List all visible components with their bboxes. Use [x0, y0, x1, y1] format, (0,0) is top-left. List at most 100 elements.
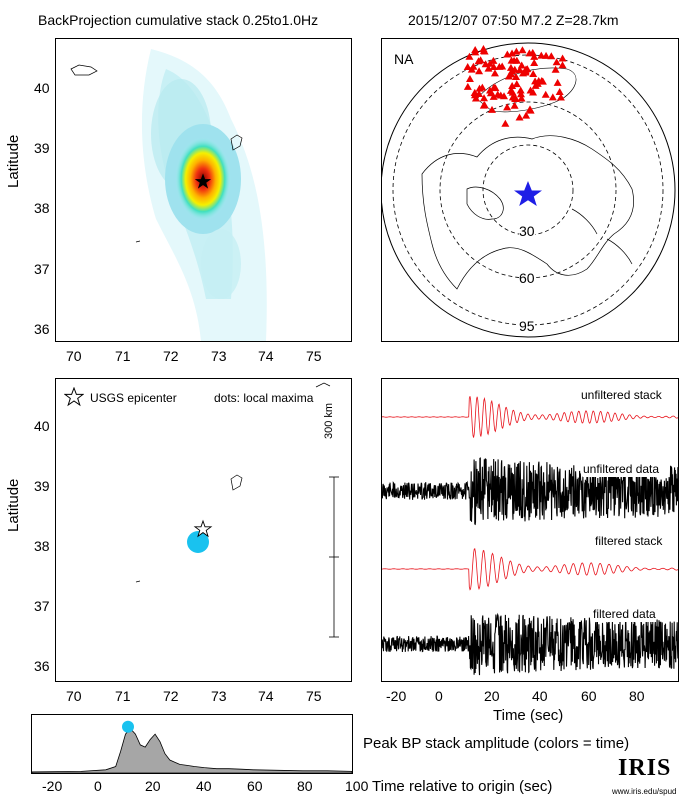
continent-outline-3 — [571, 208, 633, 265]
amplitude-maximum-dot — [122, 720, 134, 733]
station-triangle — [541, 90, 550, 98]
station-triangle — [518, 46, 527, 54]
station-triangle — [510, 56, 519, 64]
station-triangle — [471, 94, 480, 102]
station-triangle — [463, 82, 472, 90]
legend-epicenter-label: USGS epicenter — [90, 391, 177, 405]
ring-label-95: 95 — [519, 318, 535, 334]
station-triangle — [489, 92, 498, 100]
trace-label-unfiltered-stack: unfiltered stack — [581, 388, 662, 402]
station-triangle — [490, 83, 499, 91]
bot-lat-tick-1: 37 — [34, 598, 50, 614]
station-triangle — [530, 52, 539, 60]
seismogram-panel: unfiltered stack unfiltered data filtere… — [381, 378, 679, 682]
trace-x-tick-2: 20 — [484, 688, 500, 704]
station-triangle — [469, 62, 478, 70]
globe-outline — [382, 42, 676, 338]
epicenter-star-marker — [193, 519, 213, 538]
station-triangle — [495, 62, 504, 70]
station-triangle — [510, 65, 519, 73]
station-triangle — [493, 90, 502, 98]
strip-x-tick-1: 0 — [94, 778, 102, 794]
station-triangle — [503, 50, 512, 58]
station-triangle — [508, 49, 517, 57]
station-triangle — [512, 73, 521, 81]
top-lon-tick-0: 70 — [66, 348, 82, 364]
station-triangle — [530, 59, 539, 67]
station-triangle — [506, 63, 515, 71]
station-triangle — [476, 56, 485, 64]
epicenter-star-marker — [194, 173, 212, 189]
ring-label-60: 60 — [519, 270, 535, 286]
data-trace — [382, 612, 678, 676]
station-triangle — [526, 86, 535, 94]
station-triangle — [511, 95, 520, 103]
backprojection-heatmap-panel — [55, 38, 352, 342]
trace-label-unfiltered-data: unfiltered data — [583, 461, 660, 477]
station-triangle — [500, 92, 509, 100]
trace-label-filtered-data: filtered data — [593, 606, 656, 622]
station-triangle — [471, 48, 480, 56]
top-lon-tick-2: 72 — [163, 348, 179, 364]
station-triangle — [489, 62, 498, 70]
station-triangle — [489, 56, 498, 64]
heatmap-low-lobe — [201, 229, 241, 299]
station-triangle — [512, 80, 521, 88]
trace-x-label: Time (sec) — [493, 707, 564, 724]
bot-lon-tick-4: 74 — [258, 688, 274, 704]
top-lon-tick-3: 73 — [211, 348, 227, 364]
chart-title: BackProjection cumulative stack 0.25to1.… — [38, 12, 319, 28]
top-lon-tick-5: 75 — [306, 348, 322, 364]
station-triangle — [475, 67, 484, 75]
station-triangle — [503, 103, 512, 111]
trace-label-filtered-stack: filtered stack — [595, 534, 663, 548]
data-trace — [382, 457, 678, 526]
legend-star-icon — [64, 387, 84, 407]
station-triangle — [480, 94, 489, 102]
station-triangle — [485, 86, 494, 94]
seismogram-traces — [382, 396, 678, 676]
continent-outline — [421, 135, 634, 290]
globe-panel: NA 30 60 95 — [381, 38, 679, 342]
trace-x-tick-5: 80 — [629, 688, 645, 704]
peak-amplitude-area — [32, 720, 352, 773]
station-triangle — [525, 105, 534, 113]
station-markers — [463, 45, 567, 127]
continent-outline-2 — [466, 186, 504, 220]
coastline-outline — [70, 64, 98, 76]
top-lat-tick-4: 40 — [34, 80, 50, 96]
strip-x-tick-3: 40 — [196, 778, 212, 794]
bot-lon-tick-0: 70 — [66, 688, 82, 704]
bot-lat-tick-4: 40 — [34, 418, 50, 434]
strip-x-tick-2: 20 — [145, 778, 161, 794]
legend-dots-label: dots: local maxima — [214, 391, 314, 405]
station-triangle — [516, 86, 525, 94]
station-triangle — [465, 75, 474, 83]
epicenter-blue-star — [514, 181, 542, 206]
strip-x-tick-6: 100 — [345, 778, 369, 794]
station-triangle — [463, 62, 472, 70]
station-triangle — [548, 93, 557, 101]
trace-x-tick-0: -20 — [386, 688, 407, 704]
strip-x-tick-0: -20 — [42, 778, 63, 794]
top-lon-tick-1: 71 — [115, 348, 131, 364]
bot-lon-tick-3: 73 — [211, 688, 227, 704]
bot-lat-tick-3: 39 — [34, 478, 50, 494]
bot-lon-tick-2: 72 — [163, 688, 179, 704]
ring-label-30: 30 — [519, 223, 535, 239]
station-triangle — [508, 81, 517, 89]
coastline-outline — [230, 474, 243, 491]
station-triangle — [508, 88, 517, 96]
station-triangle — [479, 101, 488, 109]
station-triangle — [510, 101, 519, 109]
station-triangle — [517, 94, 526, 102]
station-triangle — [558, 61, 567, 69]
local-maxima-map — [135, 382, 339, 638]
coastline-outline-2 — [315, 382, 331, 388]
scale-bar-label: 300 km — [323, 402, 335, 439]
caption-time: Time relative to origin (sec) — [372, 778, 553, 795]
event-info: 2015/12/07 07:50 M7.2 Z=28.7km — [408, 12, 619, 28]
globe-map — [382, 42, 676, 338]
top-lat-tick-3: 39 — [34, 140, 50, 156]
trace-x-tick-1: 0 — [435, 688, 443, 704]
